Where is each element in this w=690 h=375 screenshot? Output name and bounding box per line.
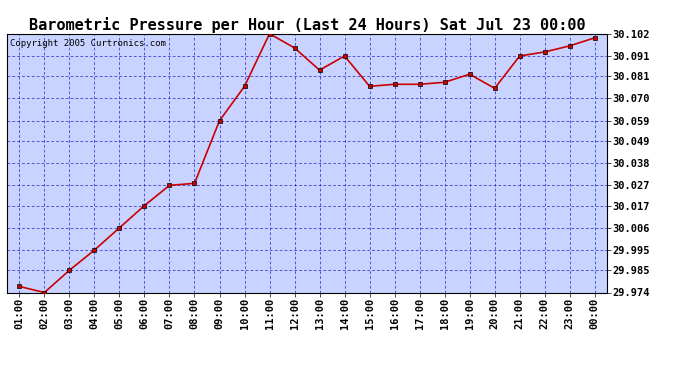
Text: Copyright 2005 Curtronics.com: Copyright 2005 Curtronics.com (10, 39, 166, 48)
Title: Barometric Pressure per Hour (Last 24 Hours) Sat Jul 23 00:00: Barometric Pressure per Hour (Last 24 Ho… (29, 16, 585, 33)
